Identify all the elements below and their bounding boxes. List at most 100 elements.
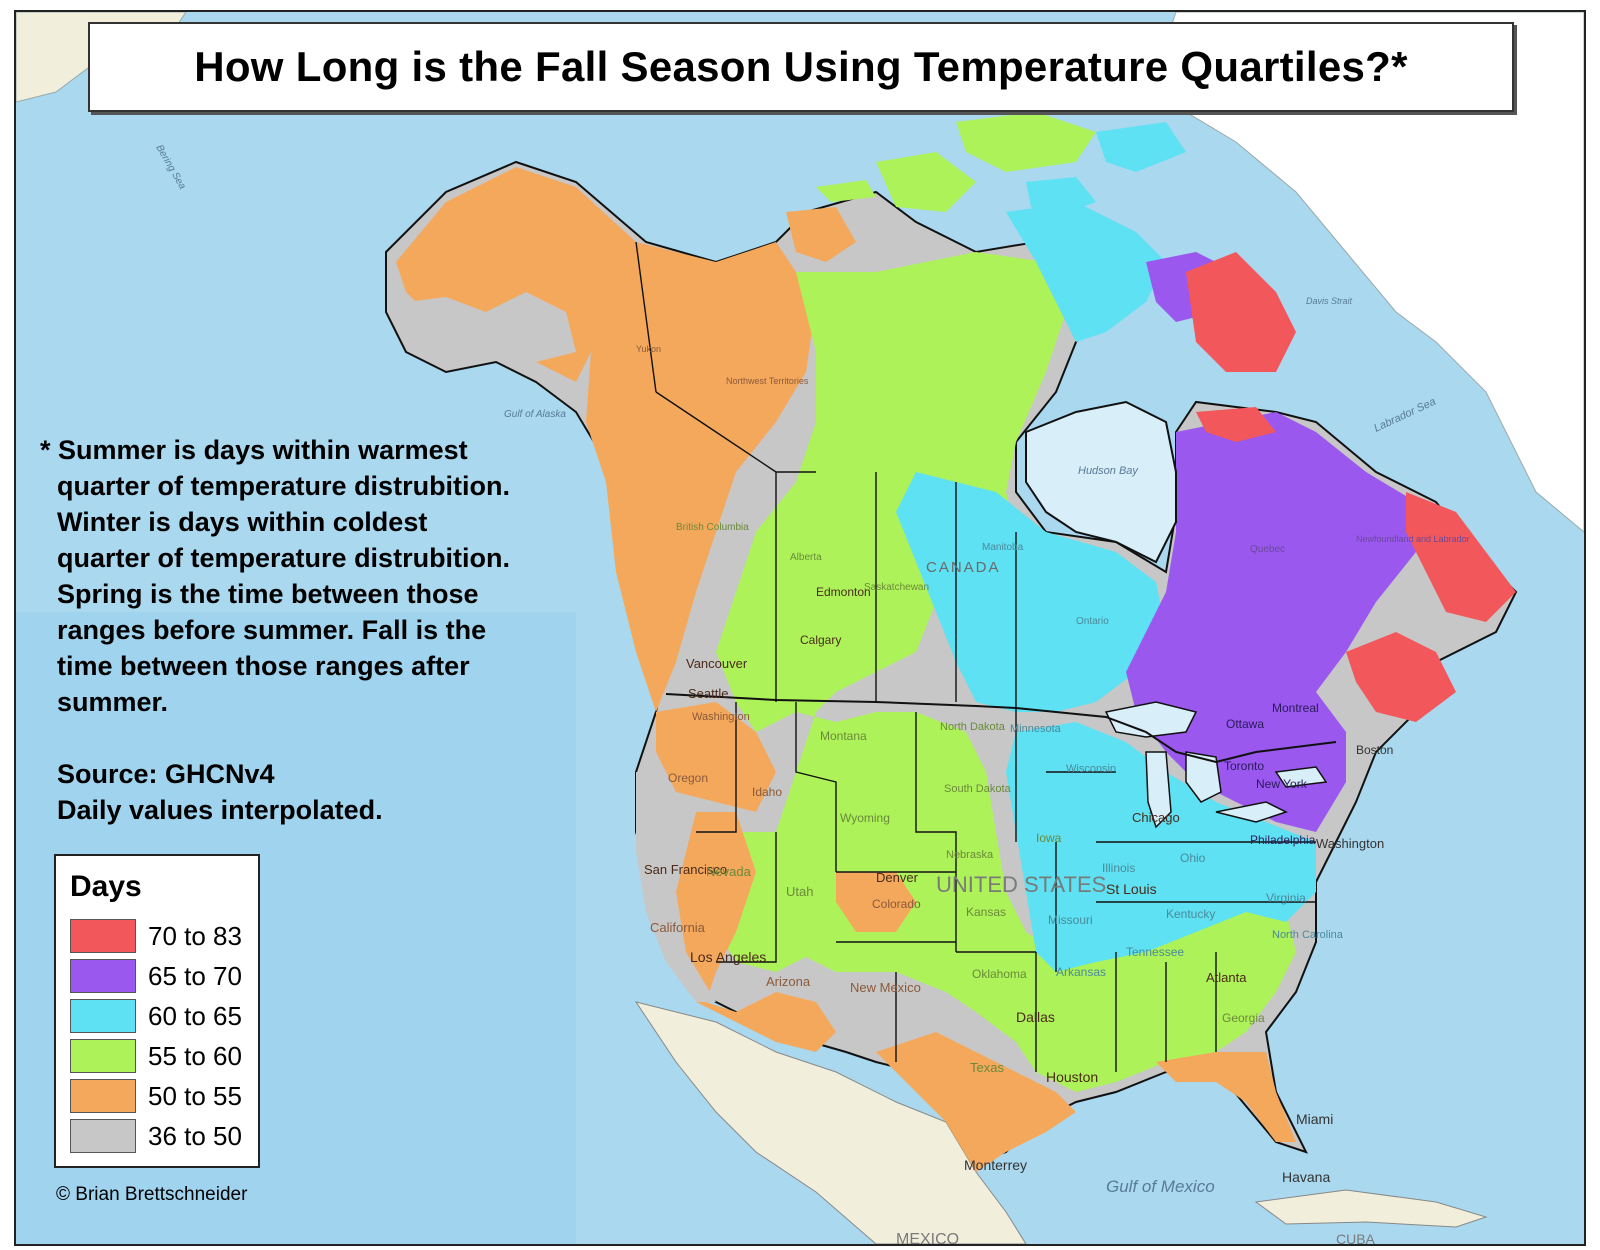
footnote-line: summer. xyxy=(57,687,169,717)
label-boston: Boston xyxy=(1356,743,1393,757)
label-philadelphia: Philadelphia xyxy=(1250,833,1316,847)
label-ohio: Ohio xyxy=(1180,851,1206,865)
region-red-baffin xyxy=(1186,252,1296,372)
region-gray-california xyxy=(636,772,716,1002)
region-cyan-arctic xyxy=(1006,202,1166,342)
legend-swatch xyxy=(70,919,136,953)
legend-swatch xyxy=(70,1119,136,1153)
region-cyan-canada xyxy=(896,472,1166,712)
label-bering-sea: Bering Sea xyxy=(153,143,187,192)
label-labrador-sea: Labrador Sea xyxy=(1372,396,1437,435)
legend-swatch xyxy=(70,959,136,993)
legend: Days 70 to 83 65 to 70 60 to 65 55 to 60… xyxy=(54,854,260,1168)
label-virginia: Virginia xyxy=(1266,891,1306,905)
legend-swatch xyxy=(70,999,136,1033)
footnote-line: Spring is the time between those xyxy=(57,579,479,609)
legend-item: 70 to 83 xyxy=(70,918,242,954)
footnote-text: * Summer is days within warmest quarter … xyxy=(40,432,640,828)
legend-label: 70 to 83 xyxy=(148,920,242,951)
label-minnesota: Minnesota xyxy=(1010,723,1062,735)
label-saskatchewan: Saskatchewan xyxy=(864,582,929,593)
label-manitoba: Manitoba xyxy=(982,542,1024,553)
label-iowa: Iowa xyxy=(1036,831,1062,845)
page-title: How Long is the Fall Season Using Temper… xyxy=(194,43,1408,90)
label-canada: CANADA xyxy=(926,559,1001,576)
label-ontario: Ontario xyxy=(1076,616,1109,627)
label-newfoundland: Newfoundland and Labrador xyxy=(1356,534,1470,544)
label-monterrey: Monterrey xyxy=(964,1157,1027,1173)
cuba-land xyxy=(1254,1189,1488,1228)
label-washington-state: Washington xyxy=(692,711,750,723)
footnote-line: quarter of temperature distrubition. xyxy=(57,471,511,501)
region-orange-southwest xyxy=(676,812,836,1052)
region-arctic-orange xyxy=(786,207,856,262)
label-ottawa: Ottawa xyxy=(1226,717,1264,731)
label-washington: Washington xyxy=(1316,836,1384,851)
label-montreal: Montreal xyxy=(1272,701,1319,715)
region-arctic-green-2 xyxy=(956,112,1096,172)
label-georgia: Georgia xyxy=(1222,1011,1265,1025)
legend-label: 36 to 50 xyxy=(148,1120,242,1151)
region-orange-texas xyxy=(876,1032,1076,1172)
label-bc: British Columbia xyxy=(676,522,749,533)
mexico-land xyxy=(634,1001,1027,1244)
footnote-line: ranges before summer. Fall is the xyxy=(57,615,487,645)
source-line: Source: GHCNv4 xyxy=(57,759,275,789)
label-texas: Texas xyxy=(970,1060,1004,1075)
place-labels: Bering Sea Gulf of Alaska Hudson Bay Lab… xyxy=(153,143,1470,1244)
footnote-line: quarter of temperature distrubition. xyxy=(57,543,511,573)
label-gulf-of-mexico: Gulf of Mexico xyxy=(1106,1177,1215,1196)
label-south-dakota: South Dakota xyxy=(944,783,1012,795)
label-edmonton: Edmonton xyxy=(816,585,871,599)
label-kentucky: Kentucky xyxy=(1166,907,1215,921)
label-missouri: Missouri xyxy=(1048,913,1093,927)
legend-item: 36 to 50 xyxy=(70,1118,242,1154)
label-houston: Houston xyxy=(1046,1069,1098,1085)
label-seattle: Seattle xyxy=(688,686,728,701)
label-wyoming: Wyoming xyxy=(840,811,890,825)
label-quebec: Quebec xyxy=(1250,544,1285,555)
label-north-dakota: North Dakota xyxy=(940,721,1006,733)
footnote-line: * Summer is days within warmest xyxy=(40,435,468,465)
region-cyan-midwest xyxy=(1006,722,1316,972)
label-havana: Havana xyxy=(1282,1169,1330,1185)
label-yukon: Yukon xyxy=(636,344,661,354)
interpolation-line: Daily values interpolated. xyxy=(57,795,383,825)
label-oklahoma: Oklahoma xyxy=(972,967,1027,981)
label-alberta: Alberta xyxy=(790,552,822,563)
legend-item: 50 to 55 xyxy=(70,1078,242,1114)
label-colorado: Colorado xyxy=(872,897,921,911)
legend-title: Days xyxy=(70,870,142,903)
label-nwt: Northwest Territories xyxy=(726,376,809,386)
label-united-states: UNITED STATES xyxy=(936,872,1106,897)
region-red-labrador xyxy=(1406,492,1516,622)
fall-season-map xyxy=(16,12,1584,1244)
footnote-line: Winter is days within coldest xyxy=(57,507,428,537)
region-west-canada-orange xyxy=(586,242,816,712)
label-hudson-bay: Hudson Bay xyxy=(1078,465,1139,477)
region-orange-colorado xyxy=(836,872,916,932)
legend-item: 55 to 60 xyxy=(70,1038,242,1074)
label-denver: Denver xyxy=(876,870,919,885)
admin-boundaries xyxy=(635,241,1316,1072)
label-atlanta: Atlanta xyxy=(1206,970,1247,985)
legend-label: 55 to 60 xyxy=(148,1040,242,1071)
label-north-carolina: North Carolina xyxy=(1272,929,1344,941)
label-davis-strait: Davis Strait xyxy=(1306,296,1353,306)
label-illinois: Illinois xyxy=(1102,861,1135,875)
label-tennessee: Tennessee xyxy=(1126,945,1184,959)
region-arctic-cyan-1 xyxy=(1026,177,1096,217)
title-box: How Long is the Fall Season Using Temper… xyxy=(88,22,1514,112)
label-chicago: Chicago xyxy=(1132,810,1180,825)
region-red-maritimes xyxy=(1346,632,1456,722)
label-mexico: MEXICO xyxy=(896,1231,959,1244)
legend-item: 60 to 65 xyxy=(70,998,242,1034)
map-frame: Bering Sea Gulf of Alaska Hudson Bay Lab… xyxy=(14,10,1586,1246)
label-vancouver: Vancouver xyxy=(686,656,748,671)
legend-label: 50 to 55 xyxy=(148,1080,242,1111)
legend-item: 65 to 70 xyxy=(70,958,242,994)
label-dallas: Dallas xyxy=(1016,1009,1055,1025)
label-nebraska: Nebraska xyxy=(946,849,994,861)
region-purple-quebec xyxy=(1126,412,1416,832)
greenland xyxy=(1155,12,1584,533)
